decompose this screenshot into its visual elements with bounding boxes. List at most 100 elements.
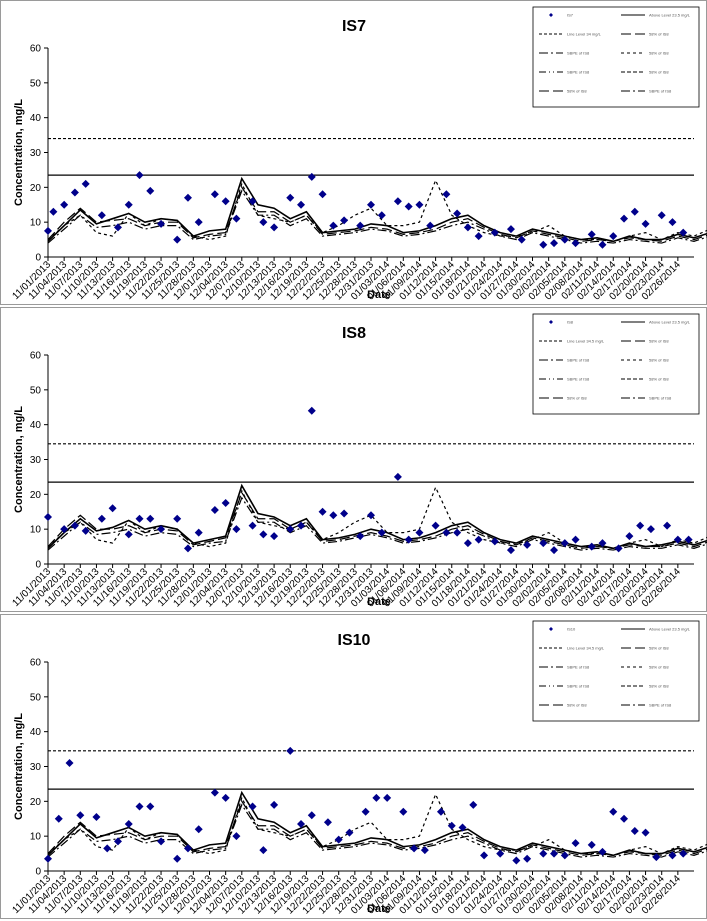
observed-point [447, 821, 456, 830]
observed-point [571, 535, 580, 544]
observed-point [81, 179, 90, 188]
legend-label: Line Level 34.5 mg/L [567, 646, 605, 651]
legend-box [532, 6, 700, 108]
observed-point [383, 793, 392, 802]
observed-point [135, 514, 144, 523]
observed-point [377, 528, 386, 537]
observed-point [248, 521, 257, 530]
legend-label: 58% of IS8 [567, 89, 587, 94]
observed-point [157, 837, 166, 846]
observed-point [60, 525, 69, 534]
legend-label: Above Level 23.5 mg/L [649, 320, 691, 325]
observed-point [550, 546, 559, 555]
observed-point [146, 802, 155, 811]
observed-point [124, 200, 133, 209]
observed-point [361, 807, 370, 816]
observed-point [652, 853, 661, 862]
y-tick-label: 50 [30, 692, 42, 703]
legend-label: Above Level 23.5 mg/L [649, 627, 691, 632]
legend-box [532, 313, 700, 415]
legend: IS8 Above Level 23.5 mg/L Line Level 34.5 … [532, 313, 700, 415]
observed-point [587, 230, 596, 239]
observed-point [442, 528, 451, 537]
legend-label: SBPE of IS8 [649, 396, 672, 401]
y-tick-label: 40 [30, 727, 42, 738]
observed-point [550, 849, 559, 858]
observed-point [146, 514, 155, 523]
y-tick-label: 60 [30, 44, 42, 55]
observed-point [506, 225, 515, 234]
observed-point [329, 511, 338, 520]
observed-point [399, 807, 408, 816]
observed-point [210, 190, 219, 199]
observed-point [232, 832, 241, 841]
observed-point [673, 535, 682, 544]
legend-label: SBPE of IS8 [567, 684, 590, 689]
observed-point [663, 521, 672, 530]
observed-point [286, 525, 295, 534]
observed-point [367, 200, 375, 209]
observed-point [609, 232, 618, 241]
observed-point [404, 535, 413, 544]
observed-point [318, 190, 327, 199]
observed-point [44, 226, 52, 235]
observed-point [636, 521, 645, 530]
observed-point [630, 207, 639, 216]
observed-point [334, 835, 343, 844]
series-line-1 [47, 790, 707, 857]
legend-label: Line Level 34 mg/L [567, 32, 602, 37]
observed-point [329, 221, 338, 230]
observed-point [523, 854, 532, 863]
observed-point [436, 807, 445, 816]
y-tick-label: 10 [30, 525, 42, 536]
observed-point [490, 537, 499, 546]
y-tick-label: 20 [30, 490, 42, 501]
y-tick-label: 10 [30, 832, 42, 843]
observed-point [307, 172, 316, 181]
observed-point [113, 223, 122, 232]
legend-swatch [549, 13, 553, 17]
observed-point [49, 207, 58, 216]
observed-point [157, 525, 166, 534]
observed-point [270, 532, 279, 541]
legend: IS10 Above Level 23.5 mg/L Line Level 34.5… [532, 620, 700, 722]
series-line-1 [47, 483, 707, 550]
observed-point [286, 746, 295, 755]
observed-point [157, 219, 166, 228]
series-line-2 [47, 491, 707, 549]
series-line-2 [47, 186, 707, 242]
observed-point [426, 221, 435, 230]
observed-point [173, 235, 182, 244]
series-line-4 [47, 178, 707, 242]
observed-point [340, 216, 349, 225]
y-tick-label: 20 [30, 183, 42, 194]
observed-point [135, 171, 144, 180]
observed-point [372, 793, 381, 802]
observed-point [135, 802, 144, 811]
legend-label: 58% of IS8 [649, 358, 669, 363]
legend-label: SBPE of IS8 [567, 377, 590, 382]
observed-point [463, 223, 472, 232]
observed-point [512, 856, 521, 865]
observed-point [113, 837, 122, 846]
observed-point [625, 532, 634, 541]
observed-point [587, 542, 596, 551]
observed-point [210, 788, 219, 797]
legend-label: 58% of IS8 [649, 70, 669, 75]
legend-label: 58% of IS8 [567, 396, 587, 401]
y-tick-label: 40 [30, 113, 42, 124]
x-axis-label: Date [367, 596, 391, 608]
series-line-3 [47, 803, 707, 858]
observed-point [539, 849, 548, 858]
y-tick-label: 40 [30, 420, 42, 431]
observed-point [81, 526, 90, 535]
observed-point [97, 211, 106, 220]
observed-point [297, 200, 306, 209]
chart-title: IS10 [338, 632, 371, 649]
y-tick-label: 50 [30, 385, 42, 396]
legend-label: 58% of IS8 [649, 339, 669, 344]
y-tick-label: 30 [30, 148, 42, 159]
observed-point [415, 200, 424, 209]
observed-point [270, 800, 279, 809]
